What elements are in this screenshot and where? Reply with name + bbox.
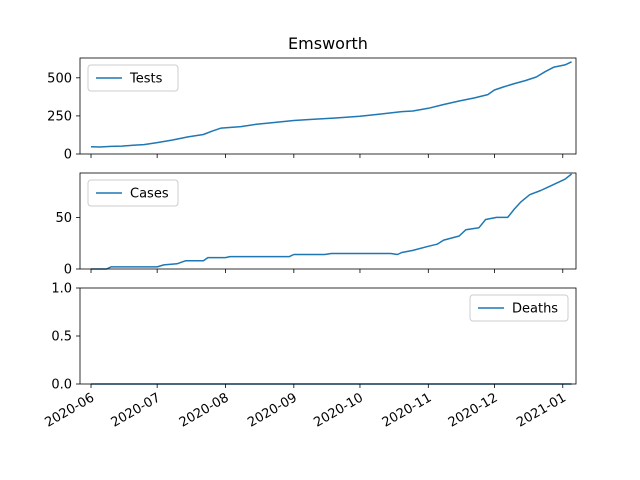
series-line-tests [90, 61, 572, 148]
y-tick-label: 0 [64, 148, 72, 163]
legend-cases: Cases [87, 179, 179, 207]
x-tick-label: 2020-09 [245, 390, 300, 430]
x-tick-label: 2020-08 [177, 390, 232, 430]
panel-tests: 0 250 500 Tests [47, 57, 577, 163]
x-tick-label: 2020-12 [446, 390, 501, 430]
legend-box [469, 294, 569, 322]
x-tick-label: 2020-11 [380, 390, 435, 430]
y-tick-label: 50 [55, 211, 72, 226]
series-line-cases [91, 173, 573, 270]
y-tick-label: 500 [47, 71, 72, 86]
axes-frame [79, 172, 577, 270]
x-tick-label: 2020-06 [42, 390, 97, 430]
legend-deaths: Deaths [469, 294, 569, 322]
legend-box [87, 179, 179, 207]
y-tick-label: 0.5 [51, 330, 72, 345]
panel-cases: 0 50 Cases [55, 172, 577, 278]
legend-label: Tests [129, 72, 163, 87]
y-tick-label: 0 [64, 263, 72, 278]
panel-deaths: 0.0 0.5 1.0 2020-06 2020-07 2020-08 2020-09 202… [42, 282, 577, 431]
x-tick-label: 2020-07 [109, 390, 164, 430]
legend-label: Deaths [512, 302, 558, 317]
y-tick-label: 0.0 [51, 378, 72, 393]
x-tick-label: 2021-01 [514, 390, 569, 430]
legend-box [87, 64, 179, 92]
y-tick-label: 250 [47, 109, 72, 124]
legend-tests: Tests [87, 64, 179, 92]
chart-panels: 0 250 500 Tests 0 50 Cases 0.0 0.5 1.0 2020-06 2020… [42, 57, 577, 431]
legend-label: Cases [130, 187, 169, 202]
axes-frame [79, 57, 577, 155]
y-tick-label: 1.0 [51, 282, 72, 297]
x-tick-label: 2020-10 [311, 390, 366, 430]
chart-title: Emsworth [288, 34, 368, 53]
